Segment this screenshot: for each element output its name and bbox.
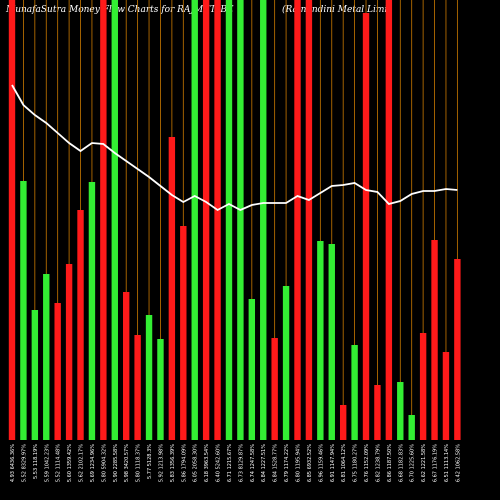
bar bbox=[225, 0, 233, 440]
x-tick-label: 6.91 1147.94% bbox=[330, 444, 336, 482]
bar bbox=[180, 226, 187, 440]
bar bbox=[134, 335, 141, 440]
x-tick-label: 5.92 1213.98% bbox=[158, 444, 164, 482]
bar bbox=[65, 264, 73, 440]
x-tick-label: 5.80 1118.37% bbox=[136, 444, 142, 482]
bar bbox=[248, 299, 256, 440]
x-tick-label: 5.98 3420.57% bbox=[124, 444, 130, 482]
x-tick-label: 6.85 6932.52% bbox=[307, 444, 313, 482]
x-tick-label: 6.86 1187.50% bbox=[387, 444, 393, 482]
x-tick-label: 5.59 1042.23% bbox=[44, 444, 50, 482]
x-tick-label: 6.81 1064.12% bbox=[341, 444, 347, 482]
x-tick-label: 6.73 8129.87% bbox=[238, 444, 244, 482]
x-tick-label: 6.76 1152.09% bbox=[364, 444, 370, 482]
x-tick-label: 6.79 1174.22% bbox=[284, 444, 290, 482]
bar bbox=[237, 0, 244, 440]
x-tick-label: 6.71 1215.67% bbox=[227, 444, 233, 482]
x-tick-label: 6.05 2058.30% bbox=[193, 444, 199, 482]
x-tick-label: 6.84 1227.51% bbox=[261, 444, 267, 482]
x-tick-label: 5.60 1359.42% bbox=[67, 444, 73, 482]
bar bbox=[339, 405, 347, 440]
chart-title: MunafaSutra Money Flow Charts for RAJMET… bbox=[5, 5, 234, 15]
x-tick-label: 6.96 1159.46% bbox=[318, 444, 324, 482]
x-tick-label: 6.74 1247.58% bbox=[250, 444, 256, 482]
x-tick-label: 6.62 1221.58% bbox=[421, 444, 427, 482]
bar bbox=[271, 338, 278, 440]
x-tick-label: 6.70 1225.60% bbox=[410, 444, 416, 482]
bar bbox=[20, 181, 27, 440]
bar bbox=[43, 274, 50, 440]
bar bbox=[305, 0, 313, 440]
x-tick-label: 6.80 1195.94% bbox=[296, 444, 302, 482]
bar bbox=[202, 0, 210, 440]
bar bbox=[31, 310, 39, 440]
x-tick-label: 6.82 1238.79% bbox=[375, 444, 381, 482]
bar bbox=[191, 0, 198, 440]
bar bbox=[77, 210, 84, 440]
bar bbox=[317, 241, 324, 440]
bar bbox=[214, 0, 221, 440]
x-tick-label: 5.52 1114.48% bbox=[56, 444, 62, 482]
x-tick-label: 5.62 2102.17% bbox=[79, 444, 85, 482]
bar bbox=[111, 0, 118, 440]
bar bbox=[8, 0, 16, 440]
x-tick-label: 6.51 1113.14% bbox=[444, 444, 450, 482]
chart-subtitle: (Rajnandini Metal Limit bbox=[282, 4, 391, 15]
bar bbox=[362, 13, 370, 440]
bar bbox=[454, 259, 461, 440]
bar bbox=[123, 292, 130, 440]
bar bbox=[100, 0, 107, 440]
bar bbox=[431, 240, 438, 440]
bar bbox=[260, 0, 267, 440]
bar bbox=[88, 182, 96, 440]
x-tick-label: 6.68 1182.83% bbox=[398, 444, 404, 482]
bar bbox=[442, 352, 450, 440]
bar bbox=[54, 303, 61, 440]
bar bbox=[157, 339, 164, 440]
bar bbox=[351, 345, 358, 440]
x-tick-label: 6.75 1180.27% bbox=[353, 444, 359, 482]
x-tick-label: 6.67 1176.19% bbox=[433, 444, 439, 482]
bar bbox=[419, 333, 427, 440]
x-tick-label: 6.40 5242.60% bbox=[216, 444, 222, 482]
x-tick-label: 5.86 1794.09% bbox=[181, 444, 187, 482]
bar bbox=[397, 382, 404, 440]
x-tick-label: 5.52 8329.97% bbox=[21, 444, 27, 482]
bar bbox=[374, 385, 381, 440]
x-tick-label: 5.53 118.19% bbox=[33, 444, 39, 479]
bar bbox=[282, 286, 290, 440]
x-tick-label: 6.84 1528.77% bbox=[273, 444, 279, 482]
bar bbox=[294, 0, 301, 440]
x-tick-label: 5.90 2285.58% bbox=[113, 444, 119, 482]
x-tick-label: 5.80 5904.32% bbox=[101, 444, 107, 482]
price-line bbox=[11, 84, 458, 212]
x-tick-label: 5.77 5128.3% bbox=[147, 444, 153, 479]
x-tick-label: 5.69 1234.96% bbox=[90, 444, 96, 482]
bar bbox=[145, 315, 153, 440]
x-tick-label: 6.18 3963.54% bbox=[204, 444, 210, 482]
x-tick-label: 5.83 1356.39% bbox=[170, 444, 176, 482]
x-tick-label: 6.42 1062.58% bbox=[455, 444, 461, 482]
bar bbox=[168, 137, 176, 440]
bar bbox=[328, 244, 335, 440]
bar bbox=[408, 415, 415, 440]
bar bbox=[385, 0, 393, 440]
x-tick-label: 4.93 6436.36% bbox=[10, 444, 16, 482]
